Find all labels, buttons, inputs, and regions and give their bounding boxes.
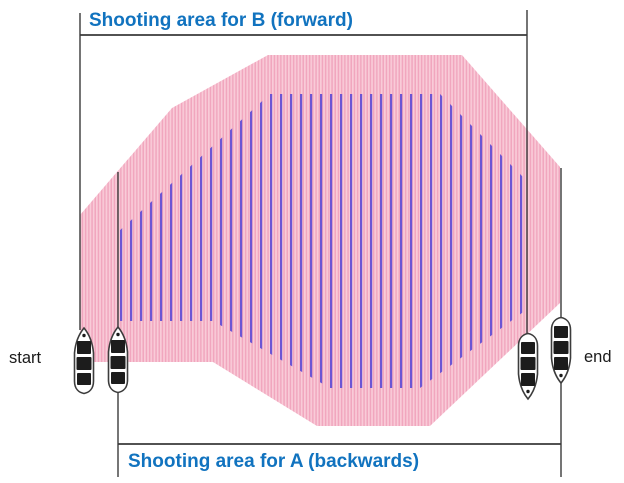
label-shooting-area-b: Shooting area for B (forward) [89,10,353,31]
boat-start-outer-icon [73,327,95,395]
label-start: start [9,349,42,367]
boat-end-inner-icon [517,332,539,400]
label-end: end [584,348,612,366]
coverage-lines-area [118,94,526,388]
boat-start-inner-icon [107,326,129,394]
label-shooting-area-a: Shooting area for A (backwards) [128,451,420,472]
boat-end-outer-icon [550,316,572,384]
